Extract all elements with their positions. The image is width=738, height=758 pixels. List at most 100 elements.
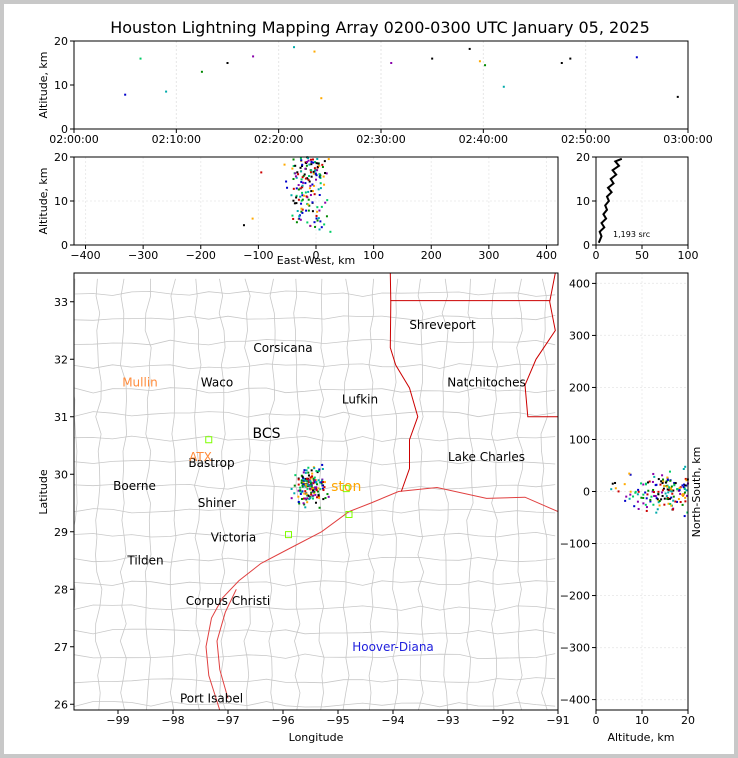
lightning-source — [666, 476, 669, 479]
lightning-source — [308, 175, 311, 178]
lightning-source — [657, 478, 660, 481]
county-border-line — [74, 387, 556, 394]
lightning-source — [678, 487, 681, 490]
lightning-source — [303, 478, 306, 481]
lightning-source — [316, 490, 319, 493]
lightning-source — [683, 487, 686, 490]
ew-alt-tick-label: 10 — [54, 195, 68, 208]
lightning-source — [300, 178, 303, 181]
lightning-source — [322, 489, 325, 492]
lightning-source — [304, 490, 307, 493]
lightning-source — [320, 479, 323, 482]
lightning-source — [291, 214, 294, 217]
lightning-source — [681, 493, 684, 496]
lightning-source — [314, 225, 317, 228]
lightning-source — [293, 492, 296, 495]
lightning-source — [300, 199, 303, 202]
county-border-line — [74, 435, 556, 442]
lightning-source — [306, 480, 309, 483]
lightning-source — [309, 480, 312, 483]
lightning-source — [686, 494, 689, 497]
lightning-source — [484, 64, 487, 67]
lightning-source — [321, 166, 324, 169]
lightning-source — [672, 499, 675, 502]
county-border-line — [74, 411, 556, 418]
ew-alt-tick-label: 0 — [61, 239, 68, 252]
lightning-source — [312, 489, 315, 492]
lightning-source — [652, 488, 655, 491]
lightning-source — [311, 490, 314, 493]
lightning-source — [293, 484, 296, 487]
lightning-source — [628, 472, 631, 475]
lightning-source — [640, 482, 643, 485]
latitude-tick-label: 26 — [54, 698, 68, 711]
lightning-source — [657, 490, 660, 493]
lightning-source — [315, 174, 318, 177]
lightning-source — [304, 497, 307, 500]
figure-title: Houston Lightning Mapping Array 0200-030… — [110, 18, 650, 37]
lightning-source — [301, 176, 304, 179]
county-border-line — [74, 338, 556, 346]
lightning-source — [310, 169, 313, 172]
lightning-source — [313, 479, 316, 482]
lightning-source — [310, 485, 313, 488]
lightning-source — [320, 481, 323, 484]
lightning-source — [314, 169, 317, 172]
lightning-source — [642, 502, 645, 505]
lightning-source — [656, 498, 659, 501]
ns-height-ticks: 0 10 20 −400 −300 −200 −100 0 100 200 300 400 — [560, 277, 695, 727]
ew-tick-label: −300 — [128, 249, 158, 262]
lightning-source — [308, 163, 311, 166]
lightning-source — [252, 55, 255, 58]
latitude-tick-label: 31 — [54, 411, 68, 424]
lightning-source — [324, 172, 327, 175]
lightning-source — [657, 499, 660, 502]
lightning-source — [294, 172, 297, 175]
lightning-source — [323, 481, 326, 484]
lightning-source — [312, 184, 315, 187]
lightning-source — [318, 496, 321, 499]
lightning-source — [298, 217, 301, 220]
county-border-line — [194, 278, 202, 710]
lightning-source — [670, 488, 673, 491]
lightning-source — [300, 202, 303, 205]
plan-view-panel: Shreveport Corsicana Natchitoches Waco Lufki… — [37, 272, 570, 744]
lightning-source — [642, 483, 645, 486]
plan-view-sources — [290, 463, 330, 509]
lightning-source — [306, 485, 309, 488]
lightning-source — [649, 500, 652, 503]
lightning-source — [302, 485, 305, 488]
lightning-source — [320, 97, 323, 100]
lightning-source — [318, 193, 321, 196]
lightning-source — [634, 490, 637, 493]
lightning-source — [311, 201, 314, 204]
lightning-source — [295, 221, 298, 224]
lightning-source — [660, 498, 663, 501]
city-label: Tilden — [126, 554, 163, 568]
lightning-source — [309, 482, 312, 485]
lightning-source — [313, 50, 316, 53]
lightning-source — [314, 488, 317, 491]
ns-tick-label: 300 — [569, 329, 590, 342]
lightning-source — [628, 497, 631, 500]
lightning-source — [311, 472, 314, 475]
lightning-source — [652, 503, 655, 506]
lightning-source — [317, 470, 320, 473]
plan-view-xlabel: Longitude — [289, 731, 344, 744]
lightning-source — [314, 172, 317, 175]
lightning-source — [669, 479, 672, 482]
lightning-source — [297, 500, 300, 503]
lightning-source — [305, 479, 308, 482]
lightning-source — [292, 187, 295, 190]
lightning-source — [569, 57, 572, 60]
lightning-source — [319, 176, 322, 179]
lightning-source — [679, 492, 682, 495]
lightning-source — [667, 489, 670, 492]
lightning-source — [312, 494, 315, 497]
lightning-source — [660, 491, 663, 494]
lightning-source — [316, 210, 319, 213]
lightning-source — [307, 178, 310, 181]
lightning-source — [320, 482, 323, 485]
lightning-source — [301, 184, 304, 187]
lightning-source — [629, 473, 632, 476]
